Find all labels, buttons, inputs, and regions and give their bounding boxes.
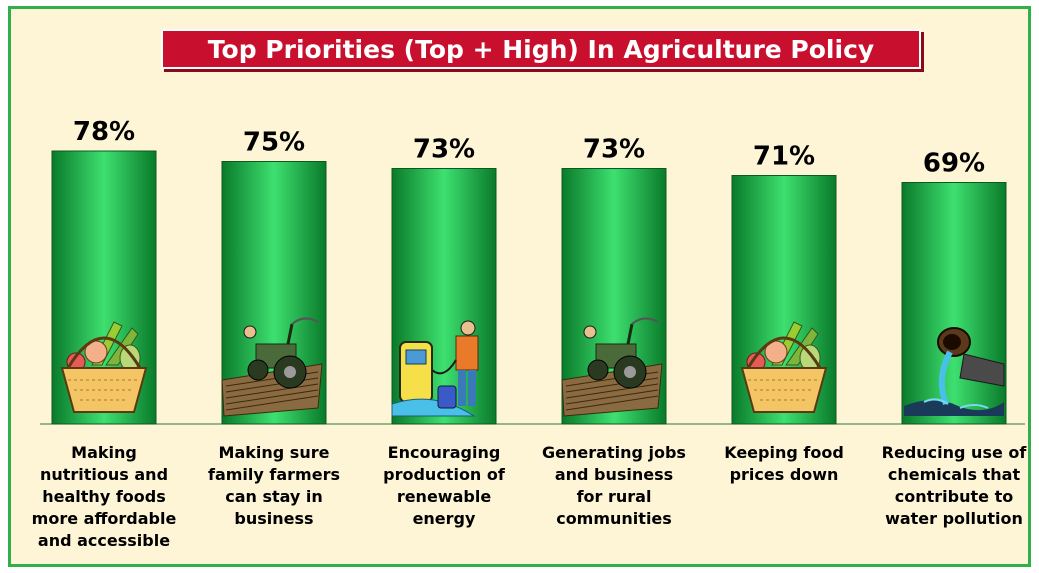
data-label: 73% [413,135,475,165]
category-label-line: can stay in [225,487,323,506]
category-label-line: Keeping food [724,443,844,462]
data-label: 73% [583,135,645,165]
data-label: 75% [243,128,305,158]
category-label-line: nutritious and [39,465,169,484]
category-label-line: family farmers [208,465,340,484]
pollution-pipe-icon [904,327,1005,416]
category-label: Generating jobs and business for rural comm… [534,442,694,530]
category-label-line: water pollution [885,509,1023,528]
data-label: 71% [753,142,815,172]
chart-frame: Top Priorities (Top + High) In Agricultu… [8,6,1031,567]
category-label-line: business [234,509,314,528]
category-label: Reducing use of chemicals that contribute … [874,442,1034,530]
fruit-basket-icon [740,321,828,413]
category-label-line: more affordable [31,509,177,528]
chart-title-box: Top Priorities (Top + High) In Agricultu… [161,29,921,69]
category-label-line: chemicals that [887,465,1021,484]
category-label-line: and business [554,465,674,484]
category-label-line: healthy foods [42,487,166,506]
category-label-line: production of [383,465,505,484]
category-label-line: energy [412,509,476,528]
category-label: Making nutritious and healthy foods more af… [24,442,184,552]
category-label-line: Reducing use of [881,443,1027,462]
category-label: Keeping food prices down [704,442,864,486]
category-label-line: for rural [576,487,652,506]
category-label-line: communities [556,509,672,528]
category-label-line: Making [71,443,137,462]
category-label: Encouraging production of renewable energy [364,442,524,530]
tractor-icon [561,317,663,417]
tractor-icon [221,317,323,417]
data-label: 69% [923,149,985,179]
category-label-line: contribute to [894,487,1014,506]
category-label-line: prices down [729,465,839,484]
bar [901,182,1007,425]
fruit-basket-icon [60,321,148,413]
category-label-line: renewable [396,487,492,506]
category-label-line: and accessible [37,531,171,550]
category-label-line: Encouraging [387,443,501,462]
fuel-pump-icon [391,320,479,417]
bar [391,168,497,425]
data-label: 78% [73,117,135,147]
category-label-line: Generating jobs [542,443,686,462]
chart-title: Top Priorities (Top + High) In Agricultu… [207,34,875,64]
category-label-line: Making sure [218,443,330,462]
category-label: Making sure family farmers can stay in busi… [194,442,354,530]
